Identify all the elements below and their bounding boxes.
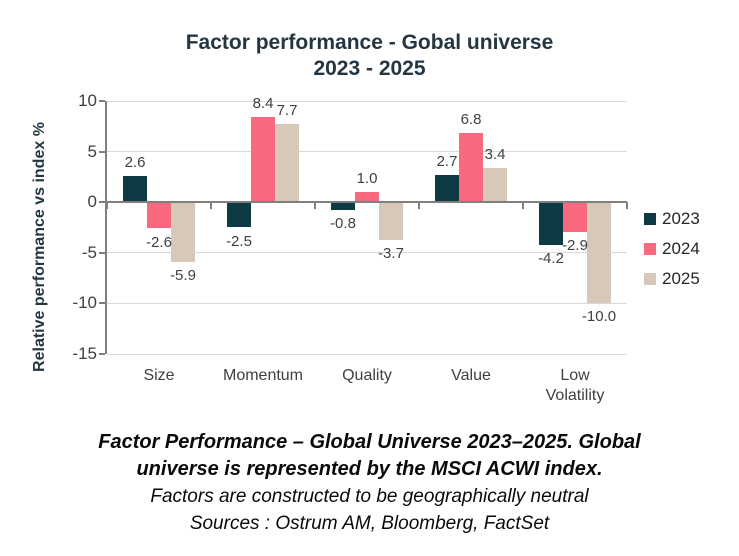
value-label-2023-2: -0.8 <box>330 215 356 233</box>
y-axis-tick--10 <box>99 302 105 305</box>
y-tick-label--15: -15 <box>72 344 97 363</box>
y-tick-label-10: 10 <box>78 91 97 110</box>
gridline-10 <box>107 100 627 102</box>
value-label-2024-1: 8.4 <box>252 95 274 113</box>
caption-italic-line2: Sources : Ostrum AM, Bloomberg, FactSet <box>189 513 550 534</box>
value-label-2024-4: -2.9 <box>562 236 588 254</box>
bar-2023-momentum <box>227 202 251 228</box>
value-label-2025-3: 3.4 <box>484 145 506 163</box>
value-label-2023-0: 2.6 <box>124 153 146 171</box>
x-axis-tick-2 <box>314 202 316 210</box>
category-label-momentum: Momentum <box>222 367 304 384</box>
value-label-2024-3: 6.8 <box>460 111 482 129</box>
y-axis-tick-5 <box>99 150 105 153</box>
chart-title-line1: Factor performance - Gobal universe <box>185 31 554 54</box>
x-axis-tick-0 <box>106 202 108 210</box>
x-axis-tick-4 <box>522 202 524 210</box>
x-axis-tick-1 <box>210 202 212 210</box>
y-tick-label--10: -10 <box>72 293 97 313</box>
chart-title-line2: 2023 - 2025 <box>313 57 426 80</box>
value-label-2023-3: 2.7 <box>436 152 458 170</box>
bar-2024-quality <box>355 192 379 203</box>
legend-label-2024: 2024 <box>662 239 700 258</box>
x-axis-tick-3 <box>418 202 420 210</box>
bar-2025-momentum <box>275 124 299 203</box>
y-axis-tick--5 <box>99 251 105 254</box>
value-label-2023-4: -4.2 <box>538 249 564 267</box>
bar-2024-low-volatility <box>563 202 587 232</box>
category-label-size: Size <box>143 367 175 384</box>
legend-swatch-2024 <box>644 243 656 255</box>
value-label-2025-4: -10.0 <box>581 308 617 326</box>
value-label-2025-0: -5.9 <box>170 266 196 284</box>
bar-2024-value <box>459 133 483 203</box>
y-axis-tick-10 <box>99 100 105 102</box>
caption-italic-line1: Factors are constructed to be geographic… <box>150 486 589 507</box>
bar-2024-momentum <box>251 117 275 203</box>
y-axis-tick-0 <box>99 201 105 204</box>
value-label-2024-2: 1.0 <box>356 170 378 188</box>
y-tick-label--5: -5 <box>81 242 97 262</box>
chart-title: Factor performance - Gobal universe 2023… <box>0 30 739 82</box>
gridline-5 <box>107 151 627 153</box>
bar-2025-quality <box>379 202 403 240</box>
y-tick-label-5: 5 <box>87 141 97 161</box>
bar-2025-size <box>171 202 195 262</box>
legend-item-2025: 2025 <box>644 270 700 288</box>
legend: 2023 2024 2025 <box>644 210 700 300</box>
y-axis-line <box>105 101 107 354</box>
gridline--5 <box>107 252 627 254</box>
legend-item-2023: 2023 <box>644 210 700 228</box>
x-axis-tick-5 <box>626 202 628 210</box>
y-tick-label-0: 0 <box>87 192 97 212</box>
legend-label-2025: 2025 <box>662 269 700 288</box>
value-label-2024-0: -2.6 <box>146 233 172 251</box>
bar-2025-low-volatility <box>587 202 611 304</box>
value-label-2025-2: -3.7 <box>378 244 404 262</box>
bar-2023-value <box>435 174 459 203</box>
caption: Factor Performance – Global Universe 202… <box>0 429 739 537</box>
legend-swatch-2025 <box>644 273 656 285</box>
legend-item-2024: 2024 <box>644 240 700 258</box>
category-label-low-volatility: Low Volatility <box>545 367 605 404</box>
legend-swatch-2023 <box>644 213 656 225</box>
x-axis-zero-line <box>107 201 627 204</box>
bar-2024-size <box>147 202 171 229</box>
legend-label-2023: 2023 <box>662 209 700 228</box>
bar-2023-low-volatility <box>539 202 563 245</box>
gridline--15 <box>107 353 627 355</box>
y-axis-tick--15 <box>99 353 105 355</box>
gridline--10 <box>107 302 627 304</box>
caption-bold-line1: Factor Performance – Global Universe 202… <box>98 431 641 453</box>
bar-2025-value <box>483 167 507 203</box>
bar-2023-size <box>123 175 147 203</box>
bar-2023-quality <box>331 202 355 211</box>
caption-bold-line2: universe is represented by the MSCI ACWI… <box>136 458 603 480</box>
value-label-2023-1: -2.5 <box>226 232 252 250</box>
category-label-value: Value <box>451 367 491 384</box>
category-label-quality: Quality <box>342 367 392 384</box>
value-label-2025-1: 7.7 <box>276 102 298 120</box>
plot-area: 10 5 0 -5 -10 -15 2.6 -2.5 -0.8 2.7 -4.2 -2.6 8.4 1.0… <box>72 91 628 404</box>
